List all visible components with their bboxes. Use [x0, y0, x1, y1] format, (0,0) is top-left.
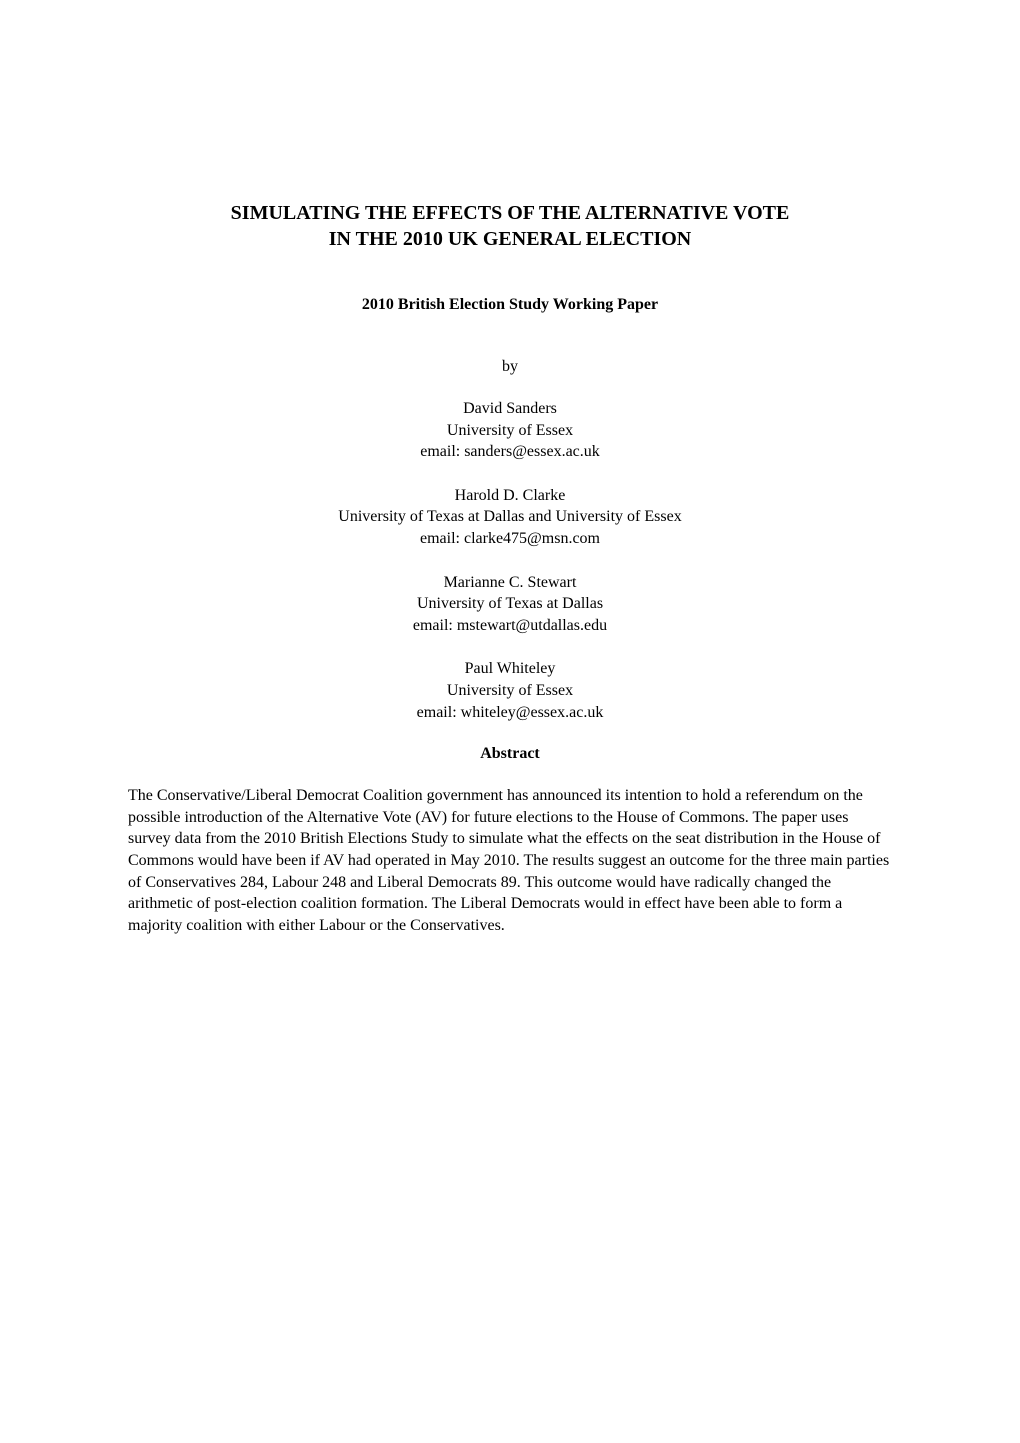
author-block-2: Harold D. Clarke University of Texas at …: [128, 485, 892, 550]
paper-title: SIMULATING THE EFFECTS OF THE ALTERNATIV…: [128, 200, 892, 252]
title-line-1: SIMULATING THE EFFECTS OF THE ALTERNATIV…: [231, 202, 790, 224]
paper-subtitle: 2010 British Election Study Working Pape…: [128, 296, 892, 314]
author-email: email: whiteley@essex.ac.uk: [128, 702, 892, 724]
author-affiliation: University of Essex: [128, 680, 892, 702]
author-block-4: Paul Whiteley University of Essex email:…: [128, 658, 892, 723]
abstract-heading: Abstract: [128, 745, 892, 763]
author-email: email: sanders@essex.ac.uk: [128, 441, 892, 463]
author-name: David Sanders: [128, 398, 892, 420]
title-line-2: IN THE 2010 UK GENERAL ELECTION: [329, 228, 692, 250]
author-name: Paul Whiteley: [128, 658, 892, 680]
author-email: email: clarke475@msn.com: [128, 528, 892, 550]
author-block-3: Marianne C. Stewart University of Texas …: [128, 572, 892, 637]
author-affiliation: University of Essex: [128, 420, 892, 442]
author-block-1: David Sanders University of Essex email:…: [128, 398, 892, 463]
by-label: by: [128, 358, 892, 376]
abstract-body: The Conservative/Liberal Democrat Coalit…: [128, 785, 892, 936]
author-affiliation: University of Texas at Dallas and Univer…: [128, 506, 892, 528]
author-email: email: mstewart@utdallas.edu: [128, 615, 892, 637]
author-affiliation: University of Texas at Dallas: [128, 593, 892, 615]
author-name: Harold D. Clarke: [128, 485, 892, 507]
author-name: Marianne C. Stewart: [128, 572, 892, 594]
